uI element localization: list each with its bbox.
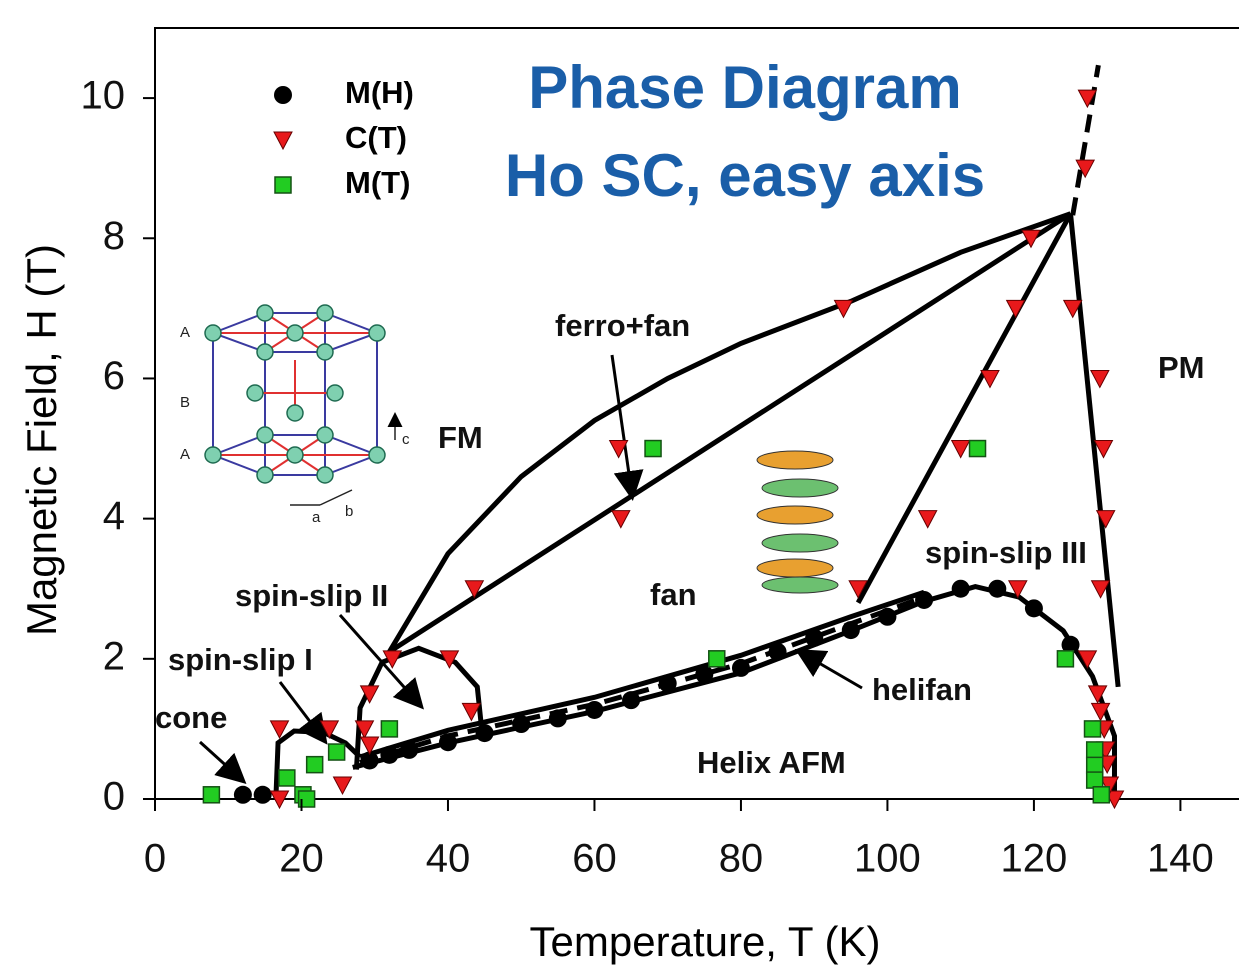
x-tick-label: 0	[144, 837, 166, 881]
point	[1093, 787, 1109, 803]
point	[476, 724, 494, 742]
point	[1087, 772, 1103, 788]
spiral-picture	[757, 451, 838, 593]
inset-label: c	[402, 431, 410, 448]
annotation: spin-slip I	[168, 642, 313, 677]
legend-label: M(T)	[345, 165, 410, 200]
point	[381, 721, 397, 737]
point	[549, 709, 567, 727]
point	[1091, 370, 1109, 387]
chart-subtitle: Ho SC, easy axis	[505, 142, 985, 209]
point	[307, 757, 323, 773]
legend-label: M(H)	[345, 75, 414, 110]
point	[320, 721, 338, 738]
point	[1087, 742, 1103, 758]
inset-label: A	[180, 324, 190, 341]
point	[988, 580, 1006, 598]
point	[1007, 300, 1025, 317]
point	[952, 441, 970, 458]
point	[380, 746, 398, 764]
point	[279, 770, 295, 786]
point	[709, 651, 725, 667]
point	[1085, 721, 1101, 737]
point	[334, 777, 352, 794]
point	[203, 787, 219, 803]
annotation: ferro+fan	[555, 308, 690, 343]
annotation: FM	[438, 420, 483, 455]
point	[622, 691, 640, 709]
y-axis-label: Magnetic Field, H (T)	[18, 244, 65, 636]
point	[439, 733, 457, 751]
y-tick-label: 10	[81, 74, 126, 118]
point	[400, 741, 418, 759]
point	[732, 659, 750, 677]
x-tick-label: 20	[279, 837, 324, 881]
y-tick-label: 4	[103, 494, 125, 538]
annotation: cone	[155, 700, 227, 735]
phase-boundary	[1073, 65, 1099, 215]
point	[585, 701, 603, 719]
x-tick-label: 40	[426, 837, 471, 881]
point	[659, 674, 677, 692]
annotation: helifan	[872, 672, 972, 707]
point	[645, 441, 661, 457]
point	[234, 786, 252, 804]
inset-label: A	[180, 446, 190, 463]
inset-label: b	[345, 503, 353, 520]
chart: Phase Diagram Ho SC, easy axis Temperatu…	[0, 0, 1239, 973]
point	[329, 744, 345, 760]
legend-marker	[274, 86, 292, 104]
annotation: Helix AFM	[697, 745, 846, 780]
point	[805, 629, 823, 647]
point	[919, 511, 937, 528]
legend-marker	[275, 177, 291, 193]
inset-label: B	[180, 394, 190, 411]
point	[769, 643, 787, 661]
point	[970, 441, 986, 457]
point	[612, 511, 630, 528]
x-tick-label: 140	[1147, 837, 1214, 881]
y-tick-label: 0	[103, 775, 125, 819]
point	[952, 580, 970, 598]
annotation: PM	[1158, 350, 1205, 385]
x-tick-label: 100	[854, 837, 921, 881]
annotation: spin-slip II	[235, 578, 388, 613]
y-tick-label: 2	[103, 634, 125, 678]
x-tick-label: 80	[719, 837, 764, 881]
point	[695, 665, 713, 683]
point	[1057, 651, 1073, 667]
point	[1087, 757, 1103, 773]
y-tick-label: 6	[103, 354, 125, 398]
chart-title: Phase Diagram	[528, 54, 962, 121]
annotation: spin-slip III	[925, 535, 1087, 570]
x-tick-label: 120	[1001, 837, 1068, 881]
inset-label: a	[312, 509, 321, 526]
annotation: fan	[650, 577, 697, 612]
crystal-inset: A B A c a b	[180, 305, 410, 526]
x-axis-label: Temperature, T (K)	[530, 918, 881, 965]
point	[878, 608, 896, 626]
legend-label: C(T)	[345, 120, 407, 155]
point	[981, 370, 999, 387]
legend-marker	[274, 132, 292, 149]
point	[254, 786, 272, 804]
y-tick-label: 8	[103, 214, 125, 258]
point	[842, 621, 860, 639]
point	[512, 715, 530, 733]
x-tick-label: 60	[572, 837, 617, 881]
point	[915, 591, 933, 609]
point	[1025, 599, 1043, 617]
phase-boundary	[1071, 214, 1119, 687]
